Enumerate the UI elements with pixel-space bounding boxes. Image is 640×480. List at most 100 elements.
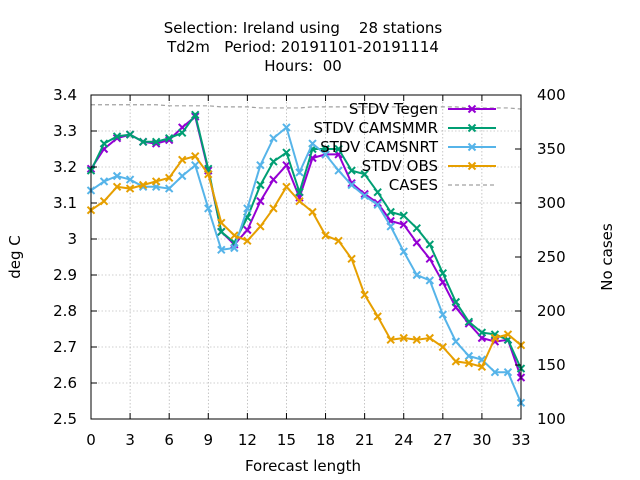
y2-tick-label: 300 (537, 194, 566, 212)
series-line-stdv-tegen (90, 114, 522, 378)
marker-stroke (282, 148, 291, 157)
x-tick-label: 9 (203, 431, 213, 449)
x-tick-label: 24 (394, 431, 413, 449)
marker-stroke (347, 180, 356, 190)
data-point-stdv-obs (334, 236, 343, 246)
data-point-stdv-camsnrt (451, 337, 461, 346)
data-point-stdv-camsnrt (269, 133, 278, 143)
marker-stroke (467, 123, 477, 133)
series-layer (86, 104, 526, 408)
marker-stroke (151, 177, 161, 186)
marker-stroke (138, 180, 148, 190)
data-point-stdv-obs (347, 254, 356, 264)
series-line-stdv-obs (90, 155, 522, 368)
data-point-stdv-camsmmr (451, 297, 461, 307)
marker-stroke (112, 171, 122, 181)
marker-stroke (125, 175, 135, 184)
data-point-stdv-camsmmr (138, 137, 148, 147)
data-point-stdv-obs (191, 151, 200, 161)
data-point-stdv-obs (99, 196, 109, 206)
data-point-stdv-camsnrt (112, 171, 122, 181)
marker-stroke (164, 184, 174, 193)
marker-stroke (99, 177, 109, 186)
y-tick-label: 2.7 (53, 338, 77, 356)
data-point-stdv-camsnrt (295, 168, 304, 177)
y-tick-label: 2.9 (53, 266, 77, 284)
data-point-stdv-camsmmr (217, 227, 226, 237)
ticks: 0 3 6 9 12 15 18 21 24 27 30 33 2.5 2.6 2.7 2.8 2.9 3 3.1 3… (53, 86, 566, 449)
marker-stroke (151, 137, 161, 147)
data-point-stdv-obs (425, 333, 434, 343)
legend-label: STDV Tegen (349, 100, 438, 118)
data-point-stdv-tegen (425, 254, 434, 264)
marker-stroke (334, 236, 343, 246)
title-line-2: Td2m Period: 20191101-20191114 (166, 38, 439, 56)
data-point-stdv-obs (399, 333, 408, 343)
marker-stroke (99, 139, 109, 148)
data-point-stdv-camsmmr (412, 223, 421, 233)
data-point-stdv-obs (243, 236, 252, 246)
data-point-stdv-camsnrt (321, 150, 330, 159)
marker-stroke (138, 137, 148, 147)
x-tick-label: 3 (125, 431, 135, 449)
marker-stroke (464, 358, 474, 368)
series-line-cases (91, 104, 522, 110)
y-tick-label: 3 (67, 230, 77, 248)
marker-stroke (191, 151, 200, 161)
legend-label: STDV CAMSMMR (313, 119, 438, 137)
marker-stroke (256, 160, 265, 170)
legend-item-stdv-obs: STDV OBS (362, 157, 496, 175)
x-tick-label: 0 (86, 431, 96, 449)
y2-tick-label: 250 (537, 248, 566, 266)
data-point-stdv-camsnrt (503, 367, 513, 377)
marker-stroke (295, 187, 304, 197)
marker-stroke (243, 225, 252, 235)
marker-stroke (191, 110, 200, 120)
marker-stroke (230, 231, 239, 240)
marker-stroke (217, 245, 226, 255)
marker-stroke (360, 189, 369, 199)
data-point-stdv-obs (490, 333, 500, 343)
marker-stroke (269, 157, 278, 166)
marker-stroke (321, 150, 330, 159)
y-tick-label: 2.8 (53, 302, 77, 320)
marker-stroke (399, 220, 408, 229)
legend-marker-stdv-camsnrt (467, 142, 477, 152)
data-point-stdv-camsnrt (256, 160, 265, 170)
legend-item-stdv-tegen: STDV Tegen (349, 100, 496, 118)
marker-stroke (178, 128, 187, 138)
data-point-stdv-obs (360, 290, 369, 300)
marker-stroke (438, 310, 448, 319)
marker-stroke (125, 130, 135, 139)
data-point-stdv-camsmmr (191, 110, 200, 120)
y-tick-label: 2.5 (53, 410, 77, 428)
marker-stroke (399, 247, 408, 256)
marker-stroke (412, 223, 421, 233)
marker-stroke (347, 178, 356, 188)
data-point-stdv-obs (256, 222, 265, 231)
legend-marker-stdv-tegen (467, 104, 477, 114)
data-point-stdv-camsnrt (125, 175, 135, 184)
marker-stroke (295, 168, 304, 177)
marker-stroke (360, 169, 369, 179)
data-point-stdv-camsnrt (373, 200, 382, 210)
marker-stroke (178, 171, 187, 181)
marker-stroke (243, 236, 252, 246)
marker-stroke (451, 297, 461, 307)
y-tick-label: 3.3 (53, 122, 77, 140)
data-point-stdv-camsmmr (438, 268, 448, 278)
data-point-stdv-camsmmr (178, 128, 187, 138)
data-point-stdv-obs (451, 357, 461, 366)
data-point-stdv-obs (125, 184, 135, 193)
marker-stroke (256, 222, 265, 231)
data-point-stdv-camsmmr (125, 130, 135, 139)
legend-item-stdv-camsmmr: STDV CAMSMMR (313, 119, 496, 137)
marker-stroke (477, 362, 487, 372)
y-tick-label: 2.6 (53, 374, 77, 392)
marker-stroke (464, 317, 474, 327)
marker-stroke (412, 238, 421, 247)
marker-stroke (412, 270, 421, 280)
marker-stroke (477, 328, 487, 337)
marker-stroke (503, 367, 513, 377)
